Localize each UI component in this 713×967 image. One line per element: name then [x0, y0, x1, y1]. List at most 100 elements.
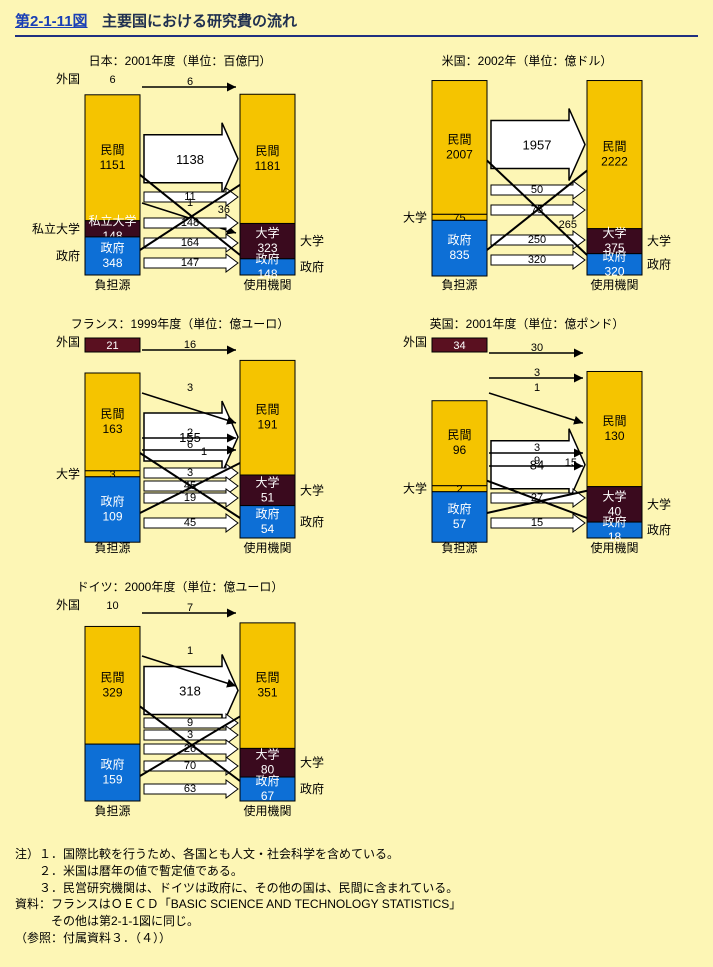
- segment-name: 民間: [255, 671, 279, 685]
- segment-name: 政府: [255, 251, 279, 266]
- note-line: （参照：付属資料３．（４））: [15, 930, 698, 947]
- left-axis-label: 負担源: [441, 541, 477, 555]
- segment-name: 政府: [100, 240, 124, 255]
- left-axis-label: 負担源: [94, 541, 130, 555]
- panel-svg: フランス：1999年度（単位：億ユーロ）外国21民間1633大学政府109民間1…: [15, 316, 345, 564]
- panel-svg: 米国：2002年（単位：億ドル）民間200775大学政府835民間2222大学3…: [362, 53, 692, 301]
- flow-label: 1: [187, 197, 193, 209]
- segment-name: 民間: [447, 428, 471, 442]
- segment-value: 57: [452, 517, 466, 531]
- flow-label: 3: [187, 467, 193, 479]
- big-arrow-label: 318: [179, 683, 201, 698]
- segment-side-label: 政府: [647, 522, 671, 537]
- flow-label: 63: [184, 783, 196, 795]
- segment-value: 2222: [601, 155, 628, 169]
- segment-name: 政府: [255, 773, 279, 788]
- panel-title: ドイツ：2000年度（単位：億ユーロ）: [77, 579, 284, 594]
- big-arrow-sublabel: 1: [201, 446, 207, 458]
- flow-label: 9: [533, 455, 539, 467]
- segment-value: 1181: [255, 159, 281, 173]
- flow-label: 3: [187, 382, 193, 394]
- figure-header: 第2-1-11図 主要国における研究費の流れ: [15, 10, 698, 37]
- segment-name: 政府: [255, 506, 279, 521]
- segment-value: 191: [257, 418, 277, 432]
- right-axis-label: 使用機関: [243, 803, 291, 818]
- segment-side-label: 大学: [300, 233, 324, 248]
- flow-label: 6: [187, 439, 193, 451]
- flow-label: 3: [533, 367, 539, 379]
- figure-number: 第2-1-11図: [15, 13, 88, 30]
- flow-panel-france: フランス：1999年度（単位：億ユーロ）外国21民間1633大学政府109民間1…: [15, 316, 352, 569]
- panel-title: 米国：2002年（単位：億ドル）: [441, 53, 612, 68]
- flow-label: 6: [187, 76, 193, 88]
- foreign-value: 10: [106, 600, 118, 612]
- flow-label: 2: [187, 427, 193, 439]
- flow-label: 250: [527, 234, 545, 246]
- segment-value: 835: [449, 248, 469, 262]
- segment-name: 政府: [602, 514, 626, 529]
- segment-side-label: 政府: [300, 781, 324, 796]
- segment-value: 130: [604, 429, 624, 443]
- segment-name: 政府: [447, 232, 471, 247]
- segment-value: 67: [261, 789, 275, 803]
- flow-panel-uk: 英国：2001年度（単位：億ポンド）外国34民間962大学政府57民間130大学…: [362, 316, 699, 569]
- segment-name: 民間: [255, 403, 279, 417]
- right-axis-label: 使用機関: [590, 277, 638, 292]
- segment-value: 109: [102, 510, 122, 524]
- segment-name: 民間: [255, 144, 279, 158]
- segment-side-label: 大学: [300, 755, 324, 770]
- flow-label: 50: [530, 184, 542, 196]
- foreign-value: 6: [109, 74, 115, 86]
- flow-label: 147: [181, 257, 199, 269]
- note-line: 資料：フランスはＯＥＣＤ「BASIC SCIENCE AND TECHNOLOG…: [15, 896, 698, 913]
- segment-value: 159: [102, 773, 122, 787]
- right-axis-label: 使用機関: [590, 540, 638, 555]
- segment-name: 政府: [100, 757, 124, 772]
- segment-value: 348: [102, 256, 122, 270]
- segment-side-label: 大学: [647, 496, 671, 511]
- flow-label: 70: [184, 760, 196, 772]
- flow-label: 7: [187, 602, 193, 614]
- flow-label: 320: [527, 254, 545, 266]
- flow-label: 9: [187, 717, 193, 729]
- segment-name: 民間: [602, 414, 626, 428]
- flow-label: 164: [181, 237, 199, 249]
- segment-value: 1151: [100, 158, 126, 172]
- segment-value: 96: [452, 443, 466, 457]
- segment-value: 2007: [446, 147, 473, 161]
- flow-label: 3: [187, 729, 193, 741]
- flow-label: 15: [564, 457, 576, 469]
- flow-label: 19: [184, 492, 196, 504]
- figure-title: 主要国における研究費の流れ: [102, 13, 297, 30]
- segment-name: 大学: [602, 225, 626, 240]
- right-axis-label: 使用機関: [243, 277, 291, 292]
- left-axis-label: 負担源: [94, 278, 130, 292]
- segment-name: 民間: [447, 132, 471, 146]
- segment-side-label: 大学: [402, 209, 426, 224]
- page-container: 第2-1-11図 主要国における研究費の流れ 日本：2001年度（単位：百億円）…: [0, 0, 713, 967]
- segment-name: 大学: [255, 225, 279, 240]
- segment-name: 民間: [100, 143, 124, 157]
- flow-line: [489, 393, 583, 423]
- segment-name: 大学: [255, 747, 279, 762]
- panel-title: 日本：2001年度（単位：百億円）: [89, 53, 272, 68]
- segment-side-label: 大学: [56, 466, 80, 481]
- segment-value: 51: [261, 490, 275, 504]
- segment-name: 民間: [100, 670, 124, 684]
- segment-side-label: 大学: [647, 233, 671, 248]
- left-axis-label: 負担源: [441, 278, 477, 292]
- segment-value: 54: [261, 522, 275, 536]
- left-axis-label: 負担源: [94, 804, 130, 818]
- flow-label: 36: [218, 204, 230, 216]
- panel-svg: 英国：2001年度（単位：億ポンド）外国34民間962大学政府57民間130大学…: [362, 316, 692, 564]
- foreign-label: 外国: [402, 335, 426, 349]
- segment-side-label: 政府: [647, 256, 671, 271]
- note-line: 注）１．国際比較を行うため、各国とも人文・社会科学を含めている。: [15, 846, 698, 863]
- segment-side-label: 政府: [56, 248, 80, 263]
- flow-label: 265: [558, 219, 576, 231]
- foreign-value: 34: [453, 340, 465, 352]
- segment-name: 民間: [100, 407, 124, 421]
- note-line: ３．民営研究機関は、ドイツは政府に、その他の国は、民間に含まれている。: [15, 880, 698, 897]
- segment-side-label: 政府: [300, 259, 324, 274]
- segment-side-label: 政府: [300, 514, 324, 529]
